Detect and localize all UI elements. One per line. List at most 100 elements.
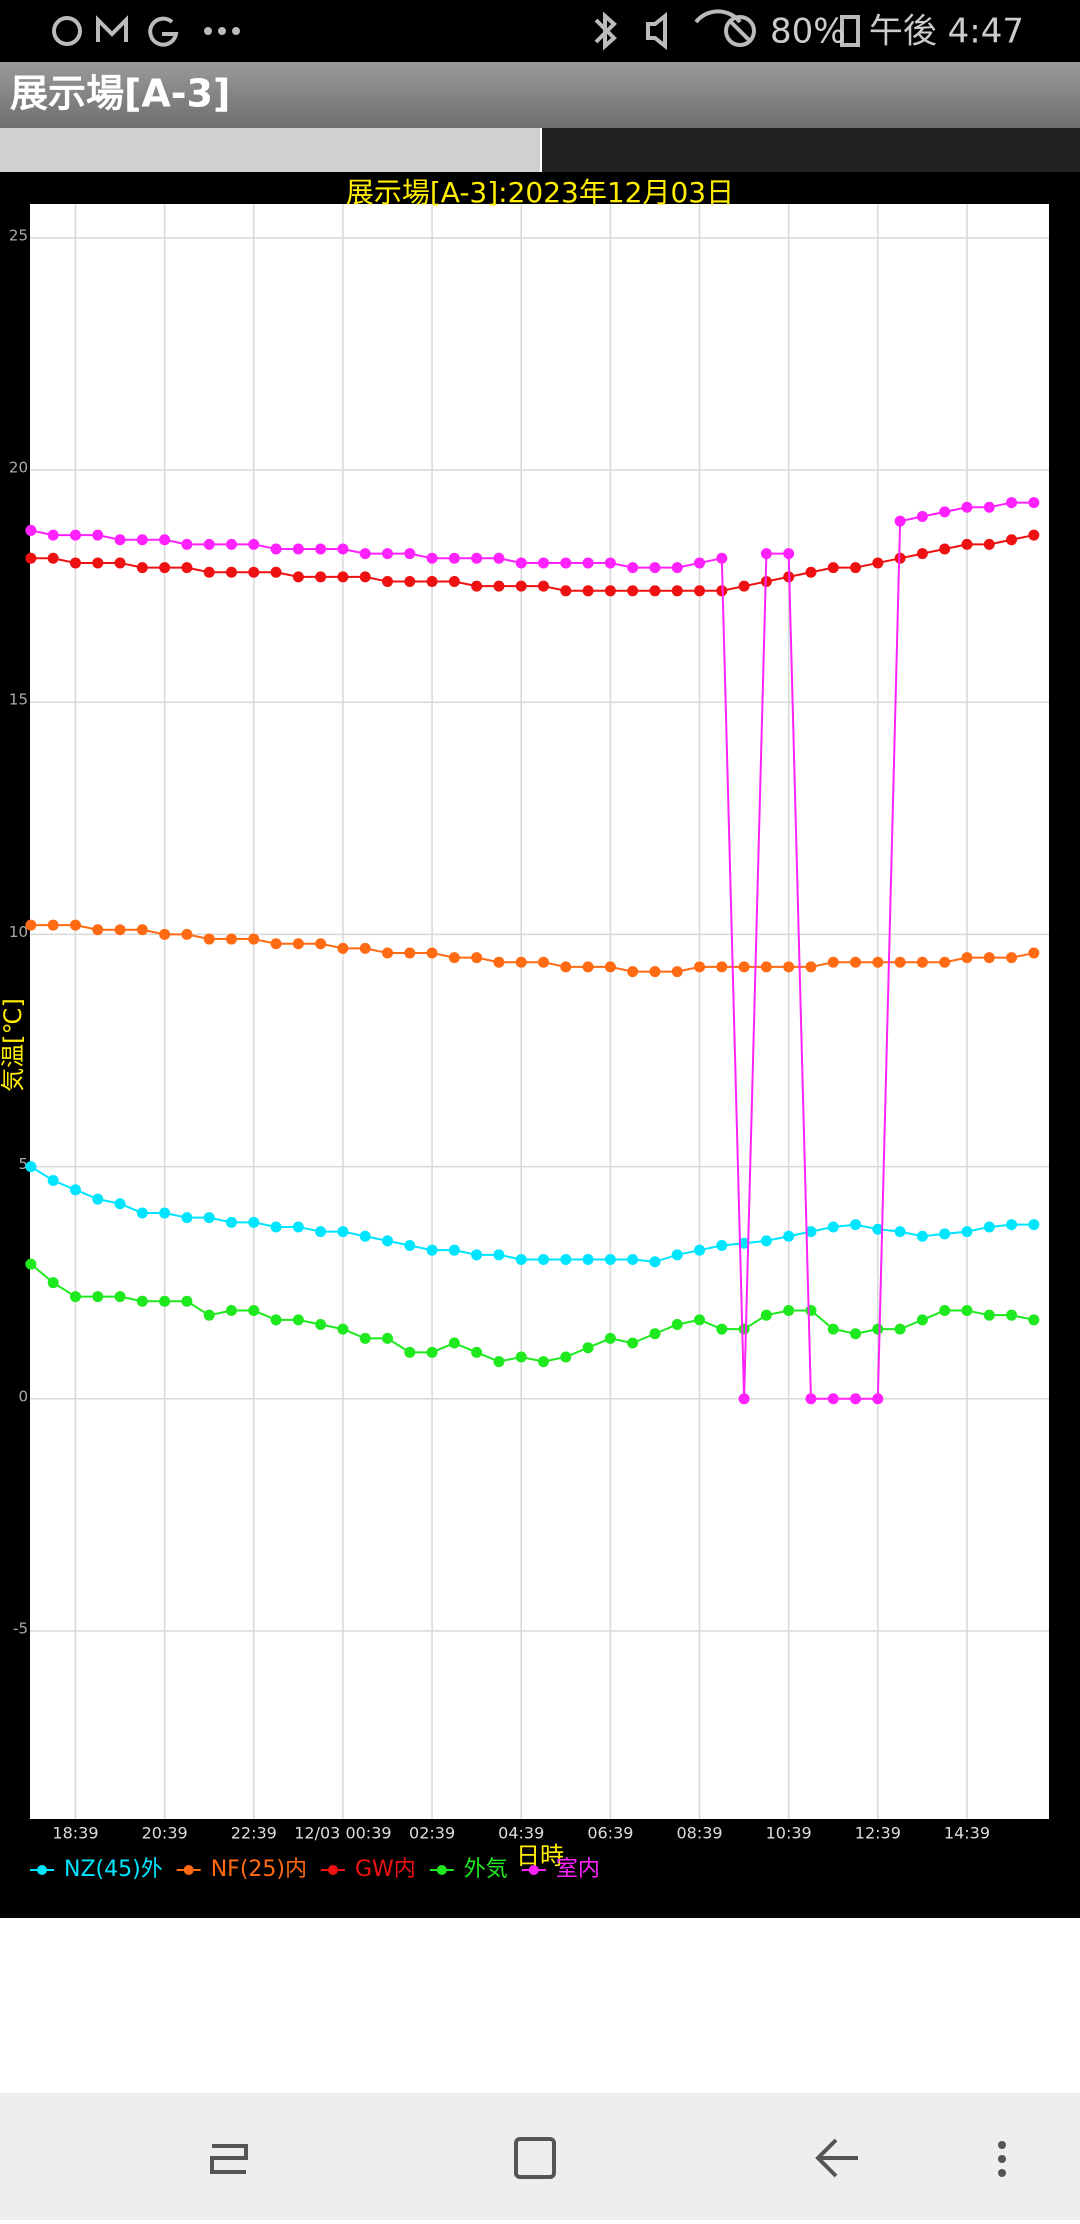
data-point	[181, 562, 193, 574]
data-point	[939, 543, 951, 555]
nav-bar	[0, 2093, 1080, 2220]
data-point	[805, 1305, 817, 1317]
data-point	[315, 543, 327, 555]
data-point	[181, 1295, 193, 1307]
data-point	[515, 956, 527, 968]
data-point	[694, 585, 706, 597]
data-point	[716, 1323, 728, 1335]
data-point	[916, 548, 928, 560]
data-point	[515, 557, 527, 569]
data-point	[248, 933, 260, 945]
data-point	[627, 1253, 639, 1265]
clock: 午後 4:47	[869, 12, 1024, 52]
data-point	[872, 557, 884, 569]
legend-item: GW内	[320, 1857, 416, 1882]
data-point	[114, 924, 126, 936]
data-point	[159, 562, 171, 574]
legend-marker	[183, 1865, 194, 1875]
legend-marker	[436, 1865, 447, 1875]
data-point	[916, 1314, 928, 1326]
data-point	[448, 552, 460, 564]
series-line	[30, 501, 1034, 1400]
data-point	[582, 961, 594, 973]
data-point	[47, 919, 59, 931]
data-point	[404, 1346, 416, 1358]
data-point	[894, 1226, 906, 1238]
recents-button[interactable]	[210, 2144, 248, 2174]
data-point	[538, 956, 550, 968]
data-point	[649, 585, 661, 597]
data-point	[538, 580, 550, 592]
y-tick-label: -5	[13, 1619, 28, 1637]
data-point	[560, 961, 572, 973]
data-point	[1028, 1314, 1040, 1326]
data-point	[448, 576, 460, 588]
data-point	[114, 1291, 126, 1303]
legend-label: NZ(45)外	[64, 1857, 163, 1882]
data-point	[203, 1309, 215, 1321]
legend-label: 外気	[464, 1857, 508, 1882]
data-point	[515, 580, 527, 592]
data-point	[850, 1328, 862, 1340]
data-point	[225, 1216, 237, 1228]
legend-marker	[327, 1865, 338, 1875]
data-point	[694, 1314, 706, 1326]
data-point	[827, 1393, 839, 1405]
data-point	[560, 1351, 572, 1363]
data-point	[850, 956, 862, 968]
data-point	[760, 548, 772, 560]
data-point	[872, 1223, 884, 1235]
legend-marker	[37, 1865, 47, 1875]
series-line	[30, 534, 1035, 592]
x-tick-label: 12/03 00:39	[294, 1824, 391, 1843]
data-point	[25, 524, 37, 536]
legend-item: 外気	[429, 1857, 508, 1882]
data-point	[92, 924, 104, 936]
data-point	[181, 538, 193, 550]
data-point	[738, 1393, 750, 1405]
data-point	[827, 1221, 839, 1233]
data-point	[114, 557, 126, 569]
data-point	[203, 933, 215, 945]
tab[interactable]	[542, 128, 1080, 172]
data-point	[426, 1346, 438, 1358]
data-point	[270, 1314, 282, 1326]
data-point	[1028, 497, 1040, 509]
data-point	[248, 1305, 260, 1317]
data-point	[671, 562, 683, 574]
menu-button[interactable]	[998, 2141, 1006, 2177]
legend-item: NF(25)内	[176, 1857, 307, 1882]
data-point	[894, 1323, 906, 1335]
legend-item: NZ(45)外	[30, 1857, 163, 1882]
app-title: 展示場[A-3]	[10, 72, 230, 116]
data-point	[225, 1305, 237, 1317]
data-point	[359, 1332, 371, 1344]
data-point	[337, 543, 349, 555]
plot	[25, 497, 1040, 1405]
data-point	[760, 1235, 772, 1247]
data-point	[582, 1342, 594, 1354]
data-point	[404, 548, 416, 560]
tab[interactable]	[0, 128, 540, 172]
data-point	[1028, 529, 1040, 541]
data-point	[649, 1328, 661, 1340]
data-point	[92, 1291, 104, 1303]
data-point	[805, 1393, 817, 1405]
data-point	[671, 966, 683, 978]
x-tick-label: 18:39	[52, 1824, 98, 1843]
data-point	[1006, 534, 1018, 546]
data-point	[983, 1221, 995, 1233]
data-point	[181, 1212, 193, 1224]
data-point	[248, 1216, 260, 1228]
data-point	[894, 956, 906, 968]
data-point	[47, 1175, 59, 1187]
data-point	[426, 576, 438, 588]
data-point	[627, 562, 639, 574]
data-point	[25, 1161, 37, 1173]
data-point	[359, 548, 371, 560]
data-point	[738, 580, 750, 592]
data-point	[894, 515, 906, 527]
home-button[interactable]	[514, 2137, 556, 2179]
data-point	[471, 580, 483, 592]
back-button[interactable]	[815, 2138, 858, 2178]
